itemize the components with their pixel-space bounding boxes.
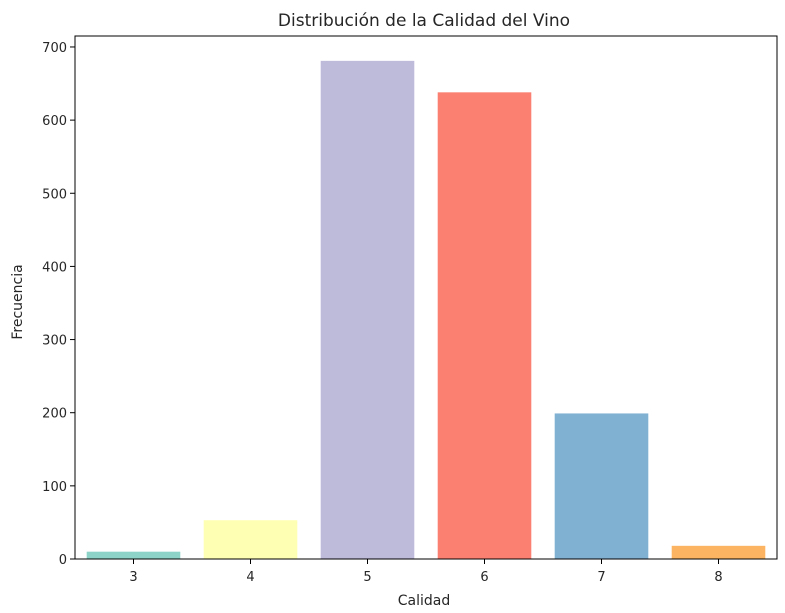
y-tick-label: 300 [42,334,67,349]
bar-5 [320,60,415,559]
x-axis-label: Calidad [398,593,451,609]
y-tick-label: 700 [42,41,67,56]
bar-8 [671,545,766,559]
y-axis-label: Frecuencia [10,264,26,339]
bar-4 [203,520,298,559]
y-tick-label: 600 [42,114,67,129]
bar-3 [86,551,181,559]
plot-frame [74,35,778,560]
bar-7 [554,413,649,559]
x-tick-label: 3 [129,570,137,585]
x-tick-label: 8 [714,570,722,585]
bar-6 [437,92,532,560]
bars-group [86,60,766,560]
chart-title: Distribución de la Calidad del Vino [278,11,570,31]
y-tick-label: 500 [42,187,67,202]
y-tick-label: 100 [42,480,67,495]
x-tick-label: 5 [363,570,371,585]
y-tick-label: 0 [59,553,67,568]
y-axis: 0 100 200 300 400 500 600 700 [42,41,75,568]
y-tick-label: 400 [42,260,67,275]
x-tick-label: 7 [597,570,605,585]
x-tick-label: 6 [480,570,488,585]
y-tick-label: 200 [42,407,67,422]
x-tick-label: 4 [246,570,254,585]
x-axis: 3 4 5 6 7 8 [129,559,723,585]
